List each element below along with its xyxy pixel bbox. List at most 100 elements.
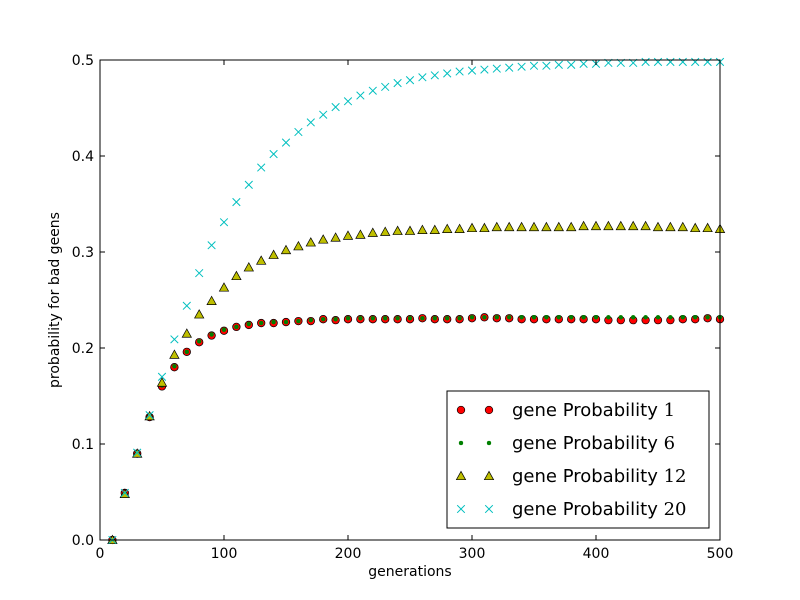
legend-label-number: 12	[664, 466, 687, 487]
legend-label-number: 1	[664, 400, 675, 421]
data-points	[107, 57, 726, 545]
legend-item-3: gene Probability 12	[455, 466, 686, 487]
legend-label: gene Probability 1	[512, 400, 675, 421]
data-point	[333, 316, 338, 322]
data-point	[420, 315, 425, 321]
data-point	[454, 223, 465, 233]
data-point	[618, 315, 624, 320]
plot-frame	[99, 59, 721, 541]
data-point	[381, 82, 390, 92]
y-tick-label: 0.2	[72, 341, 94, 357]
data-point	[628, 220, 639, 231]
x-tick-label: 300	[459, 546, 486, 562]
y-tick-label: 0.1	[72, 437, 94, 453]
legend-label: gene Probability 20	[512, 499, 686, 520]
data-point	[382, 315, 388, 321]
data-point	[690, 222, 701, 233]
data-point	[432, 315, 438, 321]
data-point	[194, 309, 205, 319]
data-point	[615, 220, 626, 231]
legend-item-1: gene Probability 1	[456, 400, 675, 421]
data-point	[318, 234, 329, 244]
legend-marker	[456, 405, 466, 415]
data-point	[283, 319, 289, 325]
legend-marker	[484, 504, 494, 514]
y-tick-label: 0.3	[72, 245, 94, 261]
data-point	[305, 237, 316, 247]
data-point	[407, 315, 413, 321]
data-point	[653, 57, 663, 67]
data-point	[331, 102, 340, 112]
x-axis-title: generations	[368, 564, 451, 580]
legend-label-number: 6	[664, 433, 675, 454]
data-point	[418, 73, 427, 82]
data-point	[145, 411, 154, 420]
axis-ticks: 0 100 200 300 400 500 0.0 0.1 0.2 0.3 0.4 0.5	[72, 53, 734, 562]
data-point	[268, 249, 279, 259]
data-point	[482, 315, 487, 320]
data-point	[556, 315, 562, 320]
data-point	[567, 60, 576, 69]
legend-label-number: 20	[664, 499, 687, 520]
data-point	[442, 223, 453, 233]
data-point	[195, 268, 204, 278]
data-point	[170, 335, 179, 344]
data-point	[678, 57, 687, 67]
data-point	[590, 220, 602, 231]
data-point	[578, 220, 589, 231]
data-point	[280, 244, 292, 255]
data-point	[480, 65, 489, 74]
data-point	[306, 118, 315, 127]
data-point	[544, 315, 549, 320]
y-axis-title: probability for bad geens	[47, 212, 63, 388]
data-point	[455, 67, 464, 76]
data-point	[207, 241, 216, 250]
series-4-points	[108, 57, 725, 545]
data-point	[219, 218, 229, 227]
data-point	[231, 270, 242, 281]
data-point	[234, 324, 239, 330]
data-point	[356, 91, 365, 100]
data-point	[256, 255, 267, 265]
data-point	[296, 318, 301, 324]
legend-marker	[455, 470, 467, 481]
data-point	[404, 225, 416, 235]
data-point	[243, 262, 254, 272]
data-point	[531, 315, 537, 320]
x-tick-label: 0	[96, 546, 105, 562]
data-point	[429, 224, 440, 234]
series-2-points	[110, 315, 723, 543]
data-point	[281, 138, 291, 147]
data-point	[554, 60, 563, 69]
data-point	[541, 221, 552, 232]
data-point	[528, 221, 540, 232]
data-point	[430, 71, 439, 80]
y-tick-label: 0.5	[72, 53, 94, 69]
data-point	[293, 240, 304, 251]
data-point	[209, 332, 214, 337]
data-point	[692, 315, 698, 320]
data-point	[320, 316, 326, 322]
data-point	[506, 315, 512, 320]
data-point	[643, 315, 648, 320]
data-point	[593, 315, 599, 320]
legend-label: gene Probability 12	[512, 466, 686, 487]
data-point	[566, 221, 577, 232]
data-point	[172, 363, 177, 369]
data-point	[630, 315, 636, 320]
x-tick-label: 100	[211, 546, 238, 562]
data-point	[668, 315, 673, 320]
data-point	[705, 315, 710, 320]
data-point	[516, 221, 527, 232]
data-point	[457, 315, 462, 321]
data-point	[244, 180, 253, 189]
data-point	[467, 66, 477, 75]
data-point	[702, 222, 713, 233]
data-point	[156, 377, 168, 387]
data-point	[665, 221, 676, 232]
data-point	[133, 448, 142, 457]
data-point	[342, 230, 354, 240]
data-point	[246, 321, 252, 327]
data-point	[345, 315, 351, 321]
data-point	[517, 62, 526, 71]
